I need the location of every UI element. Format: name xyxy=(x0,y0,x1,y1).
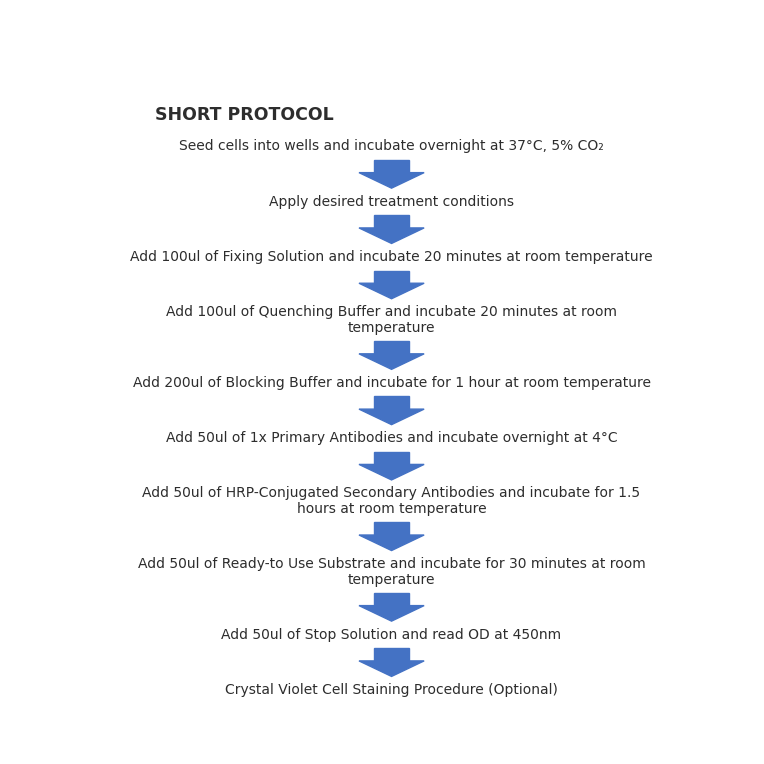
FancyBboxPatch shape xyxy=(374,648,410,661)
Polygon shape xyxy=(359,606,424,621)
Text: Add 200ul of Blocking Buffer and incubate for 1 hour at room temperature: Add 200ul of Blocking Buffer and incubat… xyxy=(132,376,651,390)
Text: Crystal Violet Cell Staining Procedure (Optional): Crystal Violet Cell Staining Procedure (… xyxy=(225,683,558,697)
FancyBboxPatch shape xyxy=(374,215,410,228)
FancyBboxPatch shape xyxy=(374,397,410,409)
FancyBboxPatch shape xyxy=(374,160,410,173)
Text: Add 50ul of Stop Solution and read OD at 450nm: Add 50ul of Stop Solution and read OD at… xyxy=(222,628,562,642)
FancyBboxPatch shape xyxy=(374,523,410,535)
Text: Add 50ul of Ready-to Use Substrate and incubate for 30 minutes at room
temperatu: Add 50ul of Ready-to Use Substrate and i… xyxy=(138,557,646,587)
Polygon shape xyxy=(359,354,424,369)
FancyBboxPatch shape xyxy=(374,452,410,465)
Polygon shape xyxy=(359,228,424,244)
Text: Seed cells into wells and incubate overnight at 37°C, 5% CO₂: Seed cells into wells and incubate overn… xyxy=(180,139,604,154)
Polygon shape xyxy=(359,409,424,425)
Text: Apply desired treatment conditions: Apply desired treatment conditions xyxy=(269,195,514,209)
Text: SHORT PROTOCOL: SHORT PROTOCOL xyxy=(154,106,333,125)
Polygon shape xyxy=(359,283,424,299)
Text: Add 50ul of 1x Primary Antibodies and incubate overnight at 4°C: Add 50ul of 1x Primary Antibodies and in… xyxy=(166,431,617,445)
Text: Add 100ul of Quenching Buffer and incubate 20 minutes at room
temperature: Add 100ul of Quenching Buffer and incuba… xyxy=(166,305,617,335)
Polygon shape xyxy=(359,465,424,480)
Text: Add 100ul of Fixing Solution and incubate 20 minutes at room temperature: Add 100ul of Fixing Solution and incubat… xyxy=(130,250,653,264)
Text: Add 50ul of HRP-Conjugated Secondary Antibodies and incubate for 1.5
hours at ro: Add 50ul of HRP-Conjugated Secondary Ant… xyxy=(143,486,640,516)
Polygon shape xyxy=(359,661,424,676)
Polygon shape xyxy=(359,173,424,188)
FancyBboxPatch shape xyxy=(374,341,410,354)
Polygon shape xyxy=(359,535,424,551)
FancyBboxPatch shape xyxy=(374,593,410,606)
FancyBboxPatch shape xyxy=(374,270,410,283)
